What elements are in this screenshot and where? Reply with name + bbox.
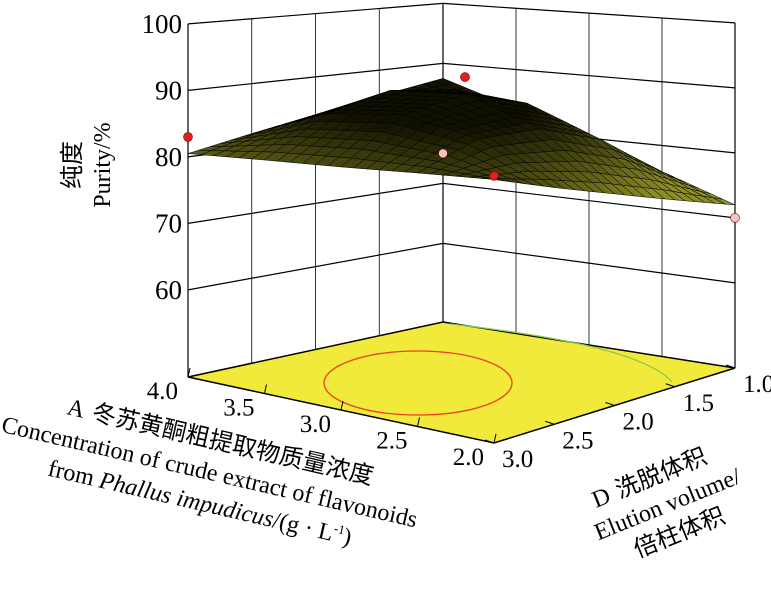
a-tick-mark (493, 433, 497, 444)
a-tick-label: 3.0 (300, 411, 331, 438)
a-tick-label: 3.5 (223, 395, 254, 422)
design-point (438, 148, 448, 159)
d-tick-label: 2.5 (562, 427, 593, 454)
design-points (183, 72, 740, 223)
design-point (183, 132, 193, 142)
z-tick-label: 90 (155, 75, 182, 105)
a-tick-label: 2.5 (376, 428, 407, 455)
tick-labels: 60 70 80 90 100 4.0 3.5 3.0 2.5 2.0 1.0 1.5 2.0 2.5 3.… (142, 9, 771, 473)
d-tick-label: 1.0 (743, 371, 771, 398)
d-tick-mark (605, 402, 615, 406)
z-tick-label: 70 (155, 208, 182, 238)
contour-line-outer (449, 323, 673, 383)
z-axis-title-en: Purity/% (90, 122, 116, 207)
d-tick-label: 2.0 (623, 409, 654, 436)
d-tick-mark (665, 383, 675, 388)
a-axis-from: from (45, 456, 102, 493)
d-tick-mark (484, 439, 495, 444)
contour-line-inner (323, 350, 513, 416)
a-tick-label: 2.0 (453, 444, 484, 471)
z-tick-label: 60 (155, 275, 182, 305)
d-tick-mark (545, 420, 555, 425)
z-axis-title-cn: 纯度 (59, 141, 86, 189)
a-axis-code: A (65, 395, 88, 424)
d-axis-title: D洗脱体积 Elution volume/ 倍柱体积 (589, 443, 745, 563)
d-tick-label: 3.0 (502, 446, 533, 473)
design-point (489, 171, 499, 181)
a-axis-unit-sup: -1 (333, 520, 347, 537)
response-surface (187, 78, 736, 206)
a-axis-unit: /(g · L (270, 508, 336, 547)
a-tick-mark (417, 417, 420, 427)
a-tick-mark (264, 384, 267, 394)
d-tick-mark (725, 364, 736, 369)
z-tick-label: 100 (142, 9, 183, 39)
a-tick-mark (340, 400, 344, 411)
a-tick-label: 4.0 (147, 378, 178, 405)
z-tick-label: 80 (155, 142, 182, 172)
design-point (730, 213, 740, 223)
a-tick-mark (187, 367, 191, 378)
d-axis-code: D (589, 483, 615, 514)
z-axis-title: 纯度 Purity/% (59, 122, 116, 207)
d-tick-label: 1.5 (683, 390, 714, 417)
design-point (460, 72, 470, 82)
